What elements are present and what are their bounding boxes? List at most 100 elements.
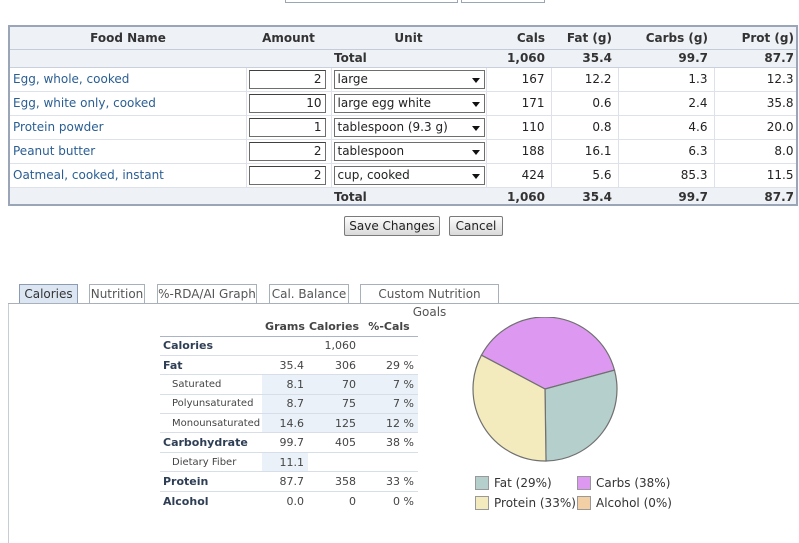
- amount-input[interactable]: 2: [248, 69, 326, 89]
- nutrient-row: Monounsaturated 14.6 125 12 %: [160, 413, 418, 434]
- carbs-cell: 2.4: [618, 91, 715, 116]
- calories-cell: 75: [308, 394, 360, 415]
- fat-cell: 0.8: [551, 115, 619, 140]
- food-link[interactable]: Egg, whole, cooked: [13, 72, 130, 86]
- tab-rda-graph[interactable]: %-RDA/AI Graph: [157, 284, 257, 303]
- food-link[interactable]: Peanut butter: [13, 144, 96, 158]
- tab-divider: [8, 303, 799, 304]
- unit-select[interactable]: cup, cooked: [333, 165, 485, 185]
- food-link[interactable]: Egg, white only, cooked: [13, 96, 156, 110]
- food-table-header: Food Name Amount Unit Cals Fat (g) Carbs…: [10, 27, 796, 50]
- tab-cal-balance[interactable]: Cal. Balance: [269, 284, 349, 303]
- unit-select[interactable]: large: [333, 69, 485, 89]
- grams-cell: 11.1: [262, 452, 308, 473]
- nutrient-label: Protein: [160, 471, 262, 492]
- nutrient-label: Monounsaturated: [160, 413, 262, 434]
- fat-cell: 16.1: [551, 139, 619, 164]
- amount-input[interactable]: 10: [248, 93, 326, 113]
- nutrient-row: Protein 87.7 358 33 %: [160, 471, 418, 492]
- total-row-top: Total 1,060 35.4 99.7 87.7: [10, 49, 796, 68]
- dropdown-arrow-icon: [469, 97, 482, 110]
- cals-cell: 110: [486, 115, 552, 140]
- top-field-stub: [285, 0, 458, 3]
- nutrient-row: Carbohydrate 99.7 405 38 %: [160, 432, 418, 453]
- legend-swatch-fat: [475, 476, 489, 490]
- amount-input[interactable]: 2: [248, 165, 326, 185]
- nutrition-header: Grams Calories %-Cals: [160, 318, 418, 337]
- amount-input[interactable]: 2: [248, 141, 326, 161]
- total-prot: 87.7: [714, 49, 796, 68]
- pct-cell: 0 %: [393, 494, 414, 508]
- nutrient-row: Saturated 8.1 70 7 %: [160, 374, 418, 395]
- fat-cell: 5.6: [551, 163, 619, 188]
- cals-cell: 167: [486, 67, 552, 92]
- pct-cell: [360, 452, 418, 473]
- nutrient-label: Calories: [160, 336, 262, 356]
- col-pct-cals: %-Cals: [360, 318, 418, 337]
- legend-label-carbs: Carbs (38%): [596, 476, 671, 490]
- col-food-name: Food Name: [10, 27, 246, 50]
- col-fat: Fat (g): [551, 27, 618, 50]
- nutrition-summary-table: Grams Calories %-Cals Calories 1,060 Fat…: [160, 318, 418, 511]
- unit-value: cup, cooked: [337, 167, 410, 182]
- total-prot: 87.7: [714, 187, 796, 204]
- prot-cell: 35.8: [714, 91, 796, 116]
- calories-cell: 306: [308, 355, 360, 376]
- table-row: Oatmeal, cooked, instant 2 cup, cooked 4…: [10, 163, 796, 188]
- grams-cell: [262, 336, 308, 356]
- pie-slice-carbs: [480, 317, 616, 390]
- calories-cell: [308, 452, 360, 473]
- nutrient-label: Carbohydrate: [160, 432, 262, 453]
- table-row: Protein powder 1 tablespoon (9.3 g) 110 …: [10, 115, 796, 140]
- total-cals: 1,060: [486, 49, 551, 68]
- panel-border: [8, 304, 9, 543]
- total-row-bottom: Total 1,060 35.4 99.7 87.7: [10, 187, 796, 204]
- prot-cell: 12.3: [714, 67, 796, 92]
- col-unit: Unit: [331, 27, 486, 50]
- prot-cell: 20.0: [714, 115, 796, 140]
- tab-calories[interactable]: Calories: [19, 284, 78, 303]
- total-label: Total: [331, 49, 486, 68]
- top-button-stub: [461, 0, 545, 3]
- prot-cell: 8.0: [714, 139, 796, 164]
- unit-select[interactable]: tablespoon (9.3 g): [333, 117, 485, 137]
- pct-cell: 38 %: [360, 432, 418, 453]
- legend-swatch-alcohol: [577, 496, 591, 510]
- grams-cell: 8.1: [262, 374, 308, 395]
- cals-cell: 424: [486, 163, 552, 188]
- total-fat: 35.4: [551, 49, 618, 68]
- carbs-cell: 85.3: [618, 163, 715, 188]
- total-cals: 1,060: [486, 187, 551, 204]
- grams-cell: 35.4: [262, 355, 308, 376]
- food-link[interactable]: Oatmeal, cooked, instant: [13, 168, 164, 182]
- pct-cell: 29 %: [360, 355, 418, 376]
- unit-select[interactable]: large egg white: [333, 93, 485, 113]
- table-row: Egg, whole, cooked 2 large 167 12.2 1.3 …: [10, 67, 796, 92]
- col-carbs: Carbs (g): [618, 27, 714, 50]
- tab-nutrition[interactable]: Nutrition: [89, 284, 145, 303]
- pct-cell: 7 %: [360, 374, 418, 395]
- cals-cell: 188: [486, 139, 552, 164]
- grams-cell: 99.7: [262, 432, 308, 453]
- nutrient-row: Dietary Fiber 11.1: [160, 452, 418, 473]
- pct-cell: 7 %: [360, 394, 418, 415]
- nutrient-label: Saturated: [160, 374, 262, 395]
- calories-cell: 405: [308, 432, 360, 453]
- cancel-button[interactable]: Cancel: [449, 216, 503, 236]
- unit-value: large egg white: [337, 95, 432, 110]
- save-changes-button[interactable]: Save Changes: [344, 216, 440, 236]
- unit-value: large: [337, 71, 368, 86]
- pct-cell: 33 %: [360, 471, 418, 492]
- col-amount: Amount: [246, 27, 331, 50]
- pct-cell: 12 %: [360, 413, 418, 434]
- nutrient-label: Fat: [160, 355, 262, 376]
- dropdown-arrow-icon: [469, 121, 482, 134]
- unit-value: tablespoon: [337, 143, 405, 158]
- fat-cell: 0.6: [551, 91, 619, 116]
- legend-swatch-carbs: [577, 476, 591, 490]
- unit-select[interactable]: tablespoon: [333, 141, 485, 161]
- amount-input[interactable]: 1: [248, 117, 326, 137]
- food-link[interactable]: Protein powder: [13, 120, 104, 134]
- unit-value: tablespoon (9.3 g): [337, 119, 448, 134]
- tab-custom-goals[interactable]: Custom Nutrition Goals: [360, 284, 499, 319]
